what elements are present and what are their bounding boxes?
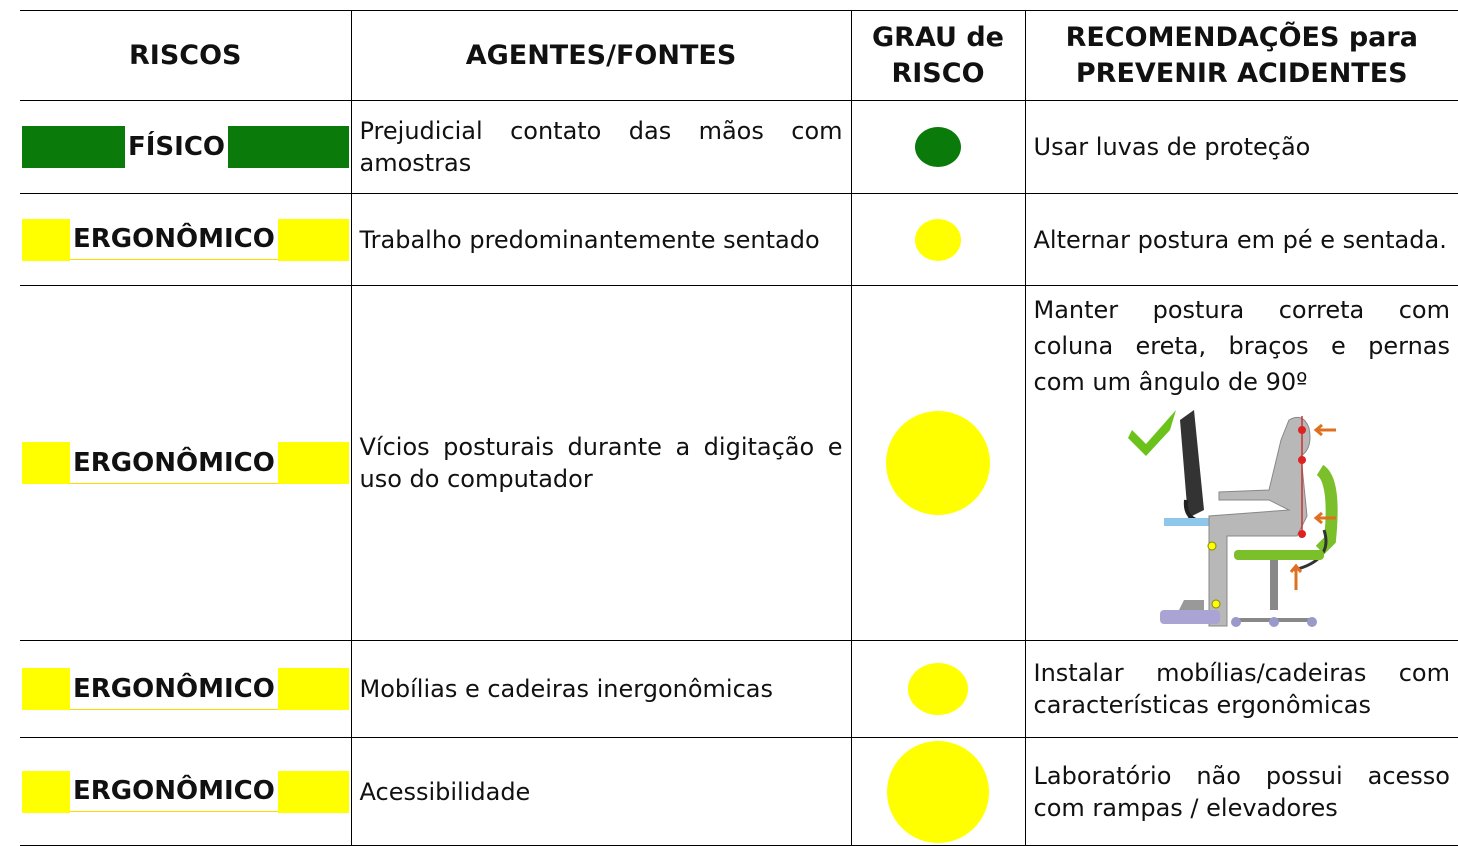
risk-label: ERGONÔMICO [70, 669, 278, 710]
risk-cell: FÍSICO [20, 100, 352, 194]
agent-cell: Vícios posturais durante a digitação e u… [350, 285, 852, 641]
grade-cell [850, 640, 1026, 738]
risk-cell: ERGONÔMICO [20, 640, 352, 738]
recommendation-cell: Laboratório não possui acesso com rampas… [1024, 737, 1458, 846]
risk-circle [886, 411, 990, 515]
row: ERGONÔMICO Trabalho predominantemente se… [20, 193, 1458, 286]
row: ERGONÔMICO Vícios posturais durante a di… [20, 285, 1458, 641]
grade-cell [850, 100, 1026, 194]
row: ERGONÔMICO Acessibilidade Laboratório nã… [20, 737, 1458, 846]
risk-circle [908, 663, 968, 715]
recommendation-text: Manter postura correta com coluna ereta,… [1033, 296, 1451, 396]
recommendation-cell: Alternar postura em pé e sentada. [1024, 193, 1458, 286]
risk-circle [915, 218, 961, 261]
risk-cell: ERGONÔMICO [20, 737, 352, 846]
risk-cell: ERGONÔMICO [20, 193, 352, 286]
header-cell: RECOMENDAÇÕES para PREVENIR ACIDENTES [1024, 10, 1458, 101]
agent-cell: Trabalho predominantemente sentado [350, 193, 852, 286]
header-cell: AGENTES/FONTES [350, 10, 852, 101]
grade-cell [850, 737, 1026, 846]
risk-label: ERGONÔMICO [70, 771, 278, 812]
grade-cell [850, 193, 1026, 286]
recommendation-cell: Manter postura correta com coluna ereta,… [1024, 285, 1458, 641]
risk-circle [915, 127, 961, 167]
risk-label: ERGONÔMICO [70, 443, 278, 484]
row: FÍSICO Prejudicial contato das mãos com … [20, 100, 1458, 194]
risk-circle [887, 740, 989, 843]
recommendation-cell: Instalar mobílias/cadeiras com caracterí… [1024, 640, 1458, 738]
header-cell: RISCOS [20, 10, 352, 101]
agent-cell: Mobílias e cadeiras inergonômicas [350, 640, 852, 738]
row: ERGONÔMICO Mobílias e cadeiras inergonôm… [20, 640, 1458, 738]
risk-cell: ERGONÔMICO [20, 285, 352, 641]
agent-cell: Prejudicial contato das mãos com amostra… [350, 100, 852, 194]
agent-cell: Acessibilidade [350, 737, 852, 846]
header-row: RISCOS AGENTES/FONTES GRAU de RISCO RECO… [20, 10, 1458, 101]
risk-label: ERGONÔMICO [70, 219, 278, 260]
ergonomic-illustration [1127, 410, 1338, 627]
recommendation-cell: Usar luvas de proteção [1024, 100, 1458, 194]
header-cell: GRAU de RISCO [850, 10, 1026, 101]
grade-cell [850, 285, 1026, 641]
risk-label: FÍSICO [125, 127, 229, 168]
risk-table: RISCOS AGENTES/FONTES GRAU de RISCO RECO… [20, 10, 1458, 846]
